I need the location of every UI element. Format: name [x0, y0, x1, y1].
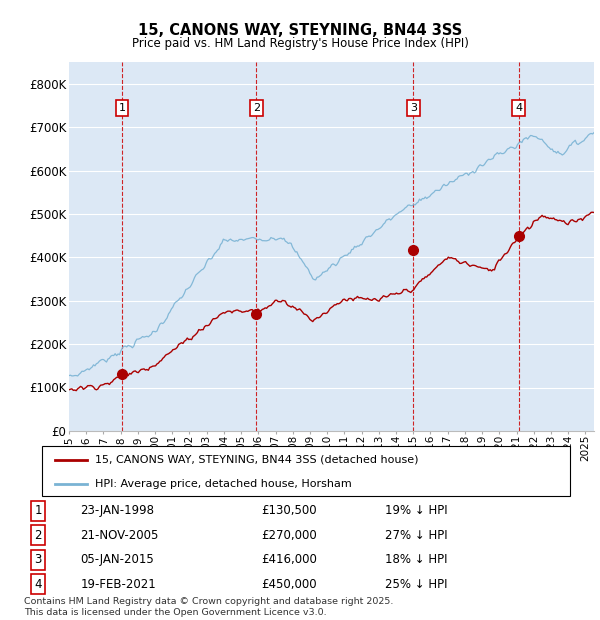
Text: 21-NOV-2005: 21-NOV-2005	[80, 529, 159, 542]
Text: £450,000: £450,000	[261, 578, 317, 591]
Text: 4: 4	[34, 578, 42, 591]
Text: 05-JAN-2015: 05-JAN-2015	[80, 553, 154, 566]
Text: 2: 2	[34, 529, 42, 542]
Text: 2: 2	[253, 103, 260, 113]
Text: 23-JAN-1998: 23-JAN-1998	[80, 504, 154, 517]
Text: Contains HM Land Registry data © Crown copyright and database right 2025.
This d: Contains HM Land Registry data © Crown c…	[24, 598, 394, 617]
Text: 25% ↓ HPI: 25% ↓ HPI	[385, 578, 448, 591]
Text: £270,000: £270,000	[261, 529, 317, 542]
Text: 15, CANONS WAY, STEYNING, BN44 3SS: 15, CANONS WAY, STEYNING, BN44 3SS	[138, 23, 462, 38]
Text: 3: 3	[34, 553, 42, 566]
Text: 18% ↓ HPI: 18% ↓ HPI	[385, 553, 448, 566]
Text: 27% ↓ HPI: 27% ↓ HPI	[385, 529, 448, 542]
Text: 1: 1	[118, 103, 125, 113]
Text: 3: 3	[410, 103, 417, 113]
Text: £130,500: £130,500	[261, 504, 317, 517]
Text: 19% ↓ HPI: 19% ↓ HPI	[385, 504, 448, 517]
Text: £416,000: £416,000	[261, 553, 317, 566]
Text: 1: 1	[34, 504, 42, 517]
Text: 15, CANONS WAY, STEYNING, BN44 3SS (detached house): 15, CANONS WAY, STEYNING, BN44 3SS (deta…	[95, 455, 418, 465]
Text: 4: 4	[515, 103, 523, 113]
Text: Price paid vs. HM Land Registry's House Price Index (HPI): Price paid vs. HM Land Registry's House …	[131, 37, 469, 50]
FancyBboxPatch shape	[42, 446, 570, 496]
Text: 19-FEB-2021: 19-FEB-2021	[80, 578, 156, 591]
Text: HPI: Average price, detached house, Horsham: HPI: Average price, detached house, Hors…	[95, 479, 352, 489]
